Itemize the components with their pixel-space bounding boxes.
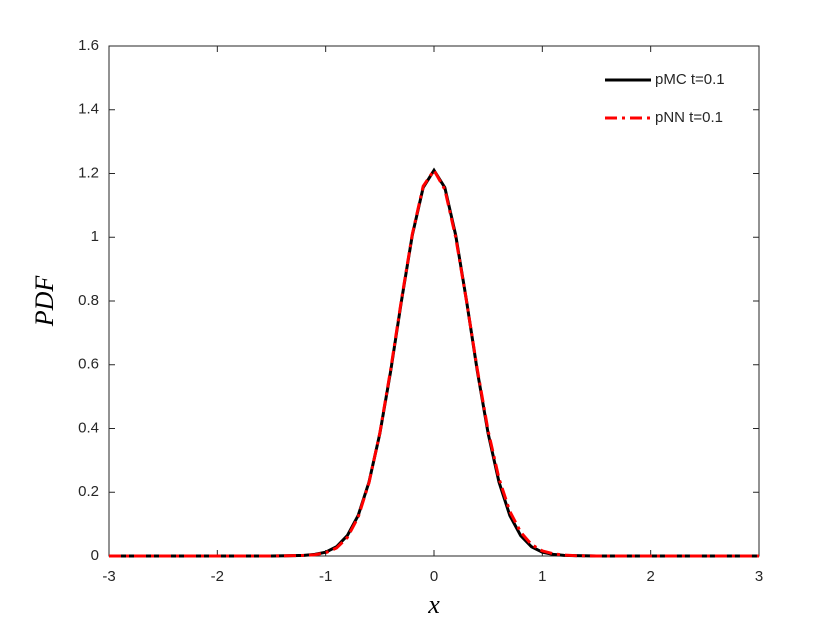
legend-label: pMC t=0.1 — [655, 71, 725, 88]
y-tick-label: 0.4 — [78, 419, 99, 436]
y-axis-label: PDF — [30, 275, 59, 328]
y-tick-label: 0.2 — [78, 483, 99, 500]
x-axis-label: x — [427, 590, 440, 619]
y-tick-label: 1.6 — [78, 37, 99, 54]
data-line — [109, 167, 759, 558]
y-tick-label: 1.2 — [78, 164, 99, 181]
plot-area — [108, 45, 760, 557]
x-tick-label: 2 — [646, 568, 654, 585]
x-tick-label: 3 — [755, 568, 763, 585]
y-tick-label: 0 — [91, 547, 99, 564]
y-tick-label: 1.4 — [78, 101, 99, 118]
x-tick-label: -2 — [211, 568, 224, 585]
x-tick-label: -1 — [319, 568, 332, 585]
x-tick-label: 0 — [430, 568, 438, 585]
x-tick-label: 1 — [538, 568, 546, 585]
y-tick-label: 0.6 — [78, 356, 99, 373]
legend-label: pNN t=0.1 — [655, 109, 723, 126]
x-tick-label: -3 — [102, 568, 115, 585]
y-tick-label: 0.8 — [78, 292, 99, 309]
y-tick-label: 1 — [91, 228, 99, 245]
